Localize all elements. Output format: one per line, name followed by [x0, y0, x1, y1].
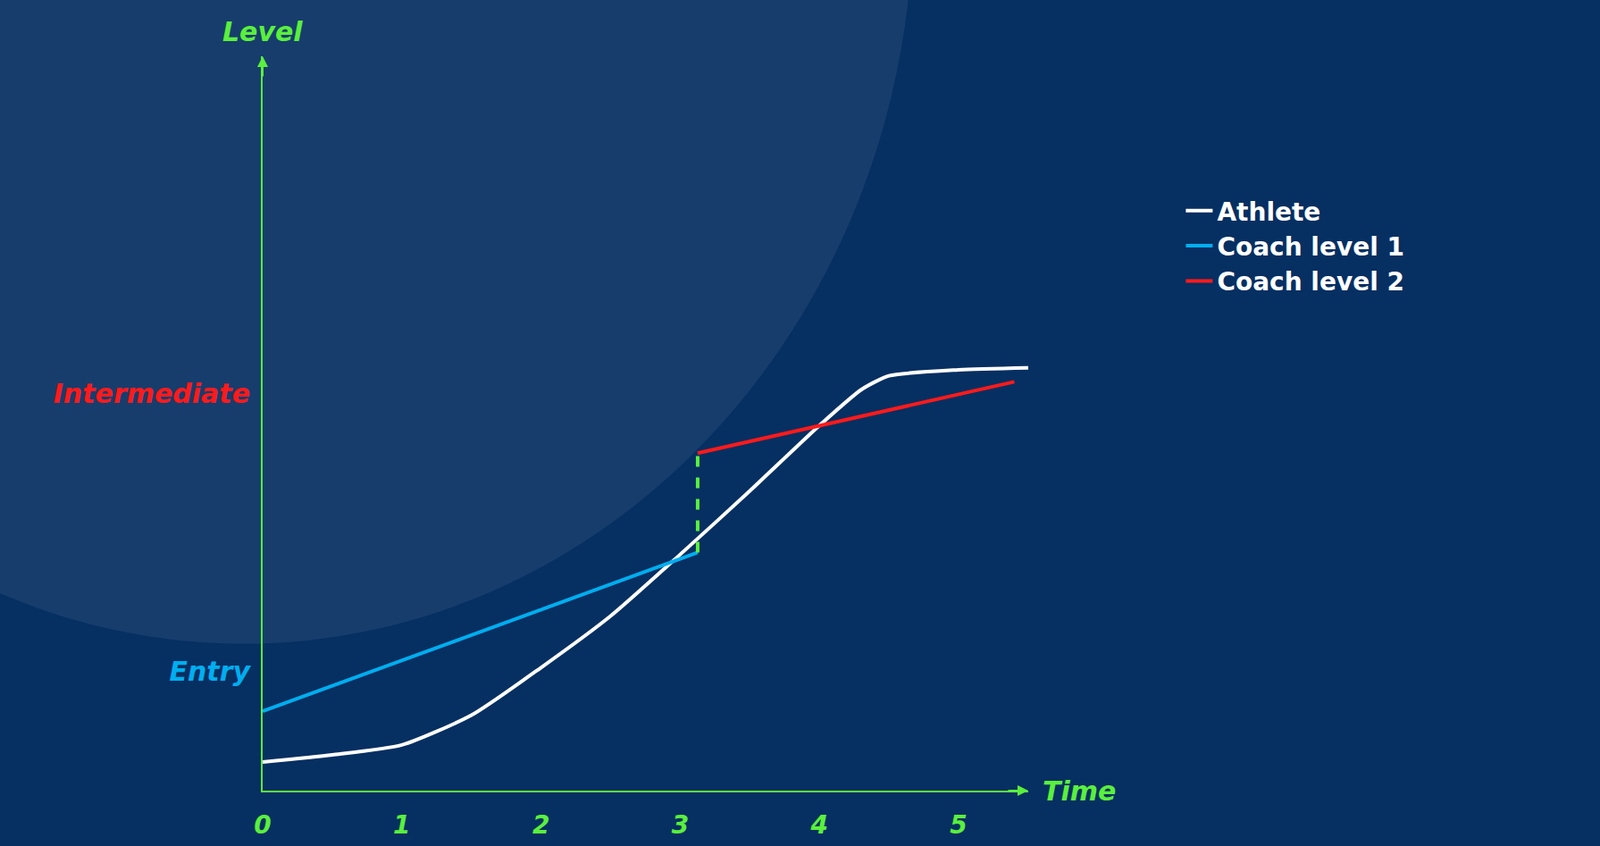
svg-text:1: 1	[393, 810, 411, 840]
svg-text:Coach level 2: Coach level 2	[1216, 267, 1405, 297]
svg-text:0: 0	[253, 810, 271, 840]
svg-text:4: 4	[810, 810, 829, 840]
svg-text:Athlete: Athlete	[1216, 197, 1321, 227]
svg-text:Time: Time	[1042, 775, 1116, 807]
svg-text:Intermediate: Intermediate	[53, 377, 251, 410]
svg-text:Level: Level	[222, 16, 303, 48]
svg-text:5: 5	[949, 810, 967, 840]
svg-text:2: 2	[532, 810, 550, 840]
svg-text:3: 3	[671, 810, 689, 840]
svg-text:Entry: Entry	[168, 655, 252, 687]
svg-text:Coach level 1: Coach level 1	[1216, 232, 1405, 262]
